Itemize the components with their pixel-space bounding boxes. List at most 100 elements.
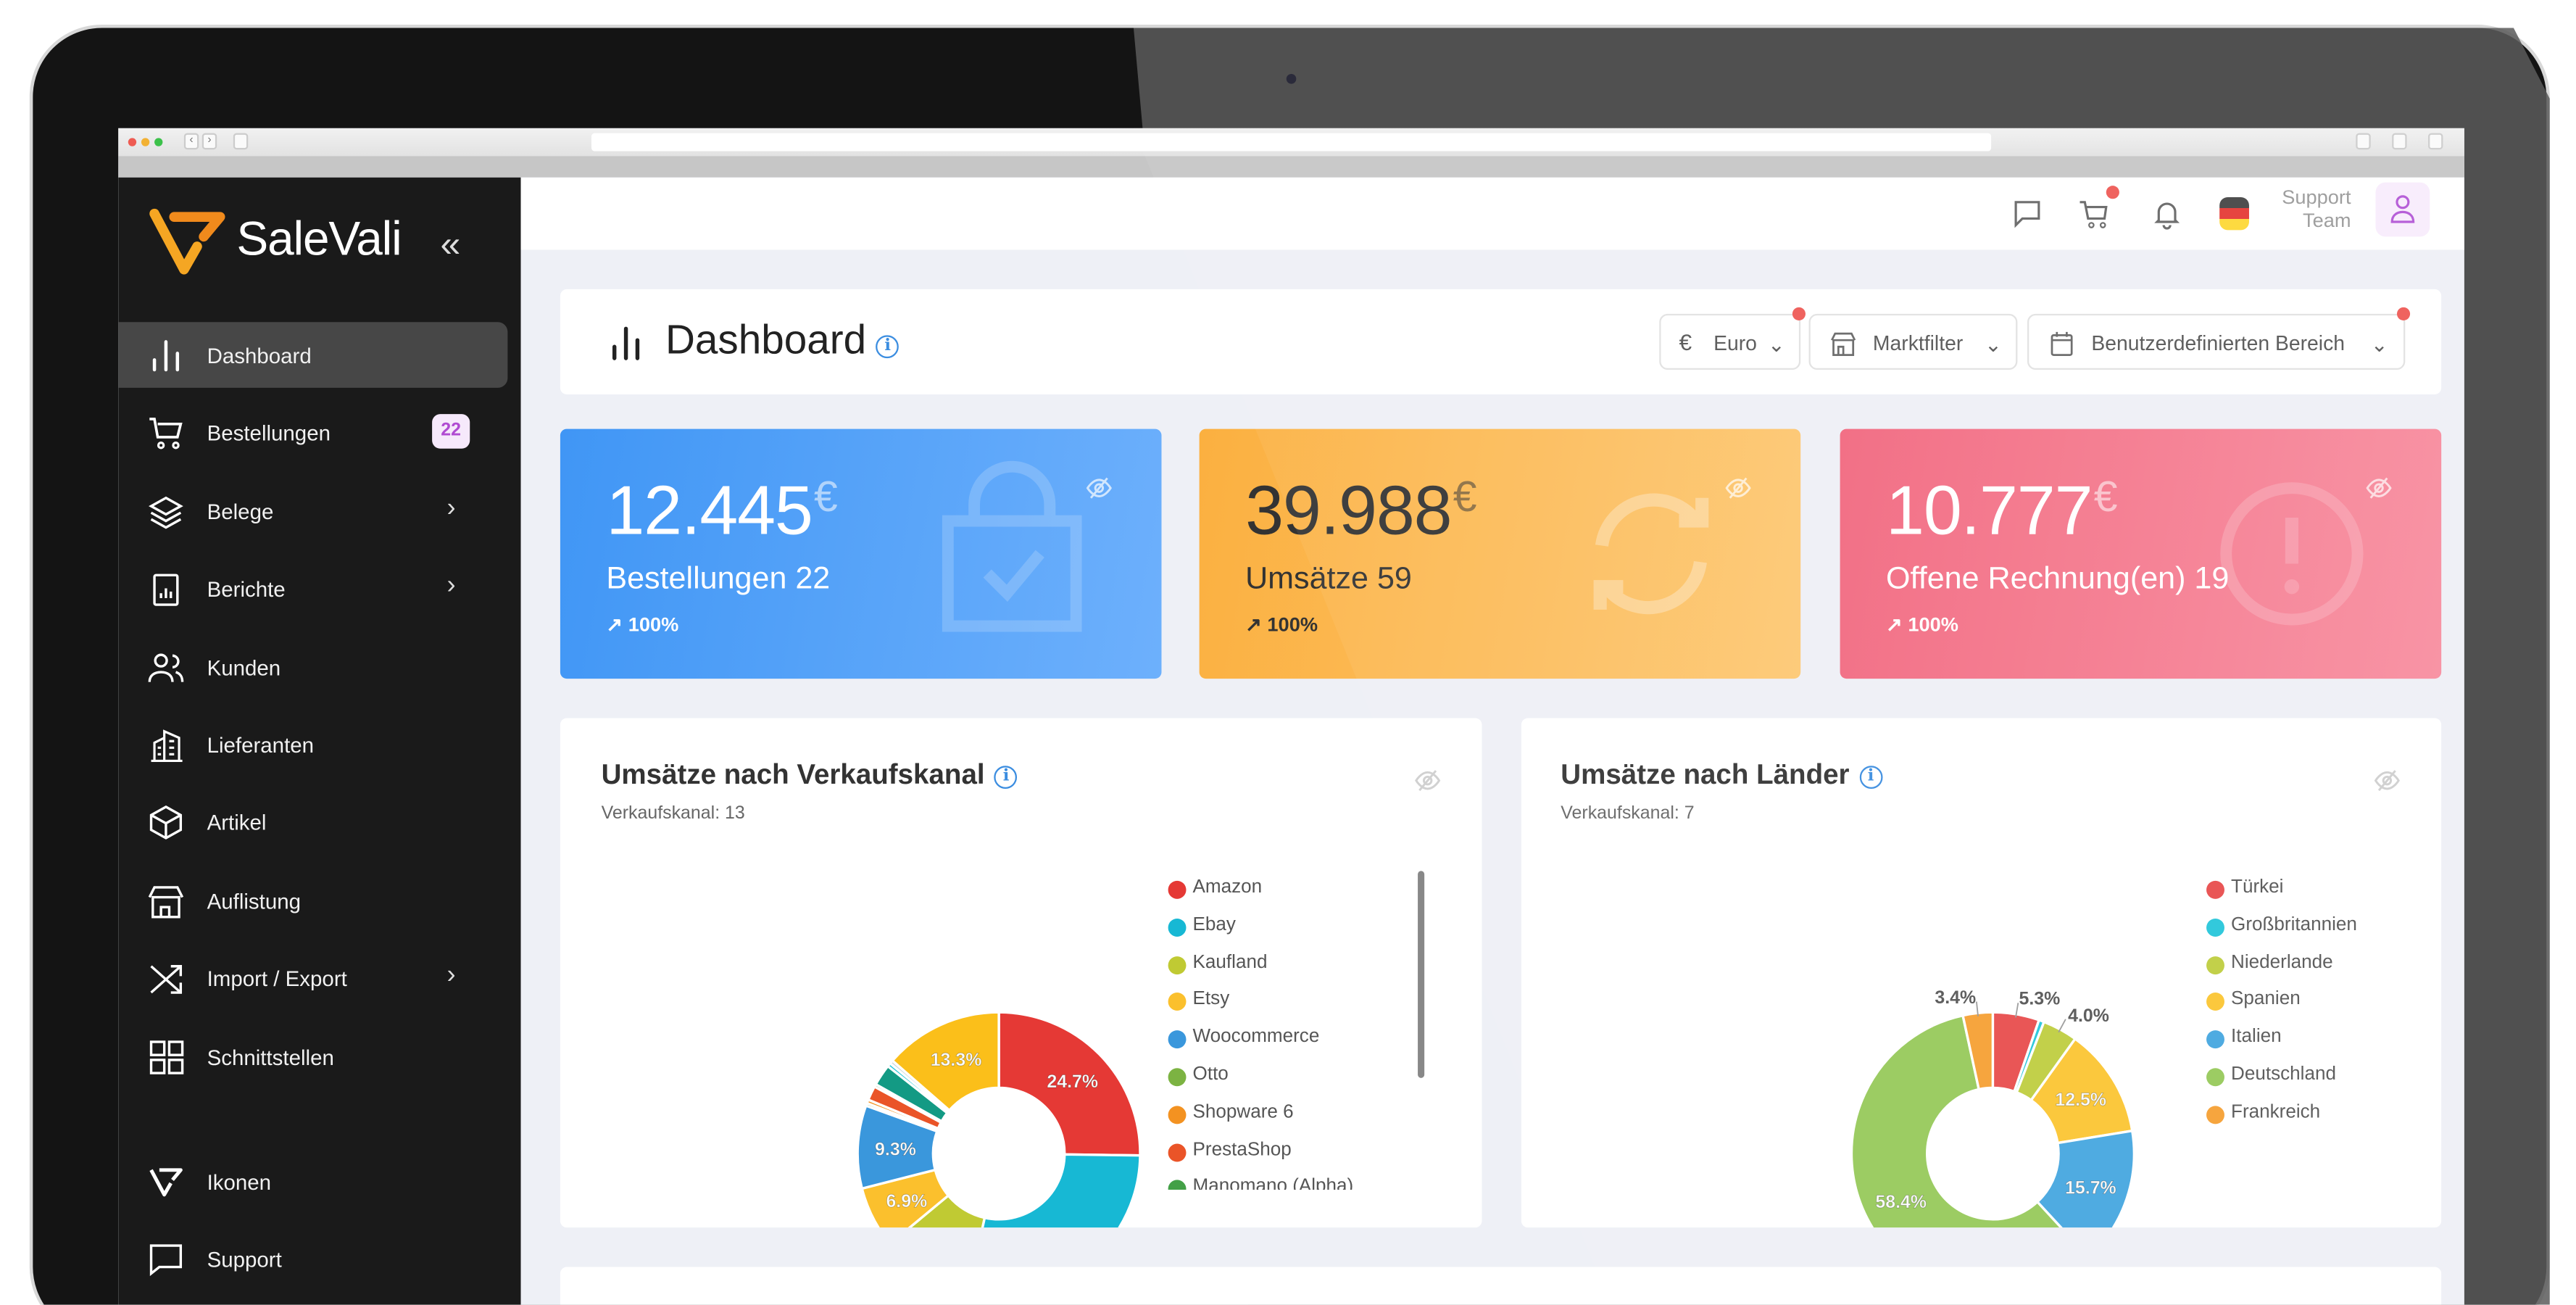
legend-item[interactable]: Italien bbox=[2206, 1027, 2436, 1053]
eye-off-icon[interactable] bbox=[1725, 475, 1751, 501]
browser-tabbar bbox=[118, 156, 2464, 178]
minimize-window-button[interactable] bbox=[141, 138, 150, 146]
legend-item[interactable]: Amazon bbox=[1168, 877, 1398, 903]
box-icon bbox=[149, 805, 183, 840]
slice-label: 6.9% bbox=[886, 1191, 927, 1211]
info-icon[interactable]: i bbox=[876, 335, 899, 359]
legend-item[interactable]: Manomano (Alpha) bbox=[1168, 1177, 1398, 1190]
legend-swatch bbox=[1168, 1068, 1187, 1087]
legend-item[interactable]: Shopware 6 bbox=[1168, 1102, 1398, 1128]
kpi-card-open-invoices[interactable]: 10.777€ Offene Rechnung(en) 19 ↗ 100% bbox=[1840, 428, 2442, 679]
legend-label: Etsy bbox=[1192, 990, 1230, 1010]
sidebar-item-auflistung[interactable]: Auflistung bbox=[118, 868, 507, 934]
close-window-button[interactable] bbox=[128, 138, 137, 146]
user-name-line2: Team bbox=[2302, 208, 2351, 232]
legend-item[interactable]: Türkei bbox=[2206, 877, 2436, 903]
sidebar-item-dashboard[interactable]: Dashboard bbox=[118, 322, 508, 388]
maximize-window-button[interactable] bbox=[154, 138, 163, 146]
legend-item[interactable]: Kaufland bbox=[1168, 953, 1398, 979]
legend-item[interactable]: Deutschland bbox=[2206, 1065, 2436, 1091]
slice-other-12[interactable] bbox=[890, 1011, 1000, 1112]
sidebar-item-bestellungen[interactable]: Bestellungen 22 bbox=[118, 399, 507, 465]
donut-chart-sales-channel: 24.7%27.7%10.3%6.9%9.3%13.3% bbox=[856, 1011, 1142, 1228]
slice-spanien[interactable] bbox=[2029, 1037, 2134, 1145]
cart-icon bbox=[149, 418, 183, 450]
address-bar[interactable] bbox=[591, 133, 1992, 152]
legend-item[interactable]: Ebay bbox=[1168, 915, 1398, 941]
eye-off-icon[interactable] bbox=[2366, 475, 2392, 501]
chart-subtitle: Verkaufskanal: 7 bbox=[1561, 803, 1695, 824]
legend: Amazon Ebay Kaufland Etsy Woocommerce Otto Sho… bbox=[1168, 877, 1415, 1190]
chevron-right-icon: › bbox=[446, 961, 456, 990]
flag-de-icon[interactable] bbox=[2219, 196, 2249, 231]
sidebar-item-artikel[interactable]: Artikel bbox=[118, 789, 507, 855]
back-button[interactable]: ‹ bbox=[183, 133, 199, 150]
legend-scrollbar[interactable] bbox=[1418, 871, 1425, 1078]
sidebar-item-berichte[interactable]: Berichte › bbox=[118, 555, 507, 621]
eye-off-icon[interactable] bbox=[2374, 768, 2400, 794]
legend-item[interactable]: Etsy bbox=[1168, 990, 1398, 1016]
legend-item[interactable]: Otto bbox=[1168, 1065, 1398, 1091]
tabs-icon[interactable] bbox=[2392, 133, 2407, 150]
legend-label: Spanien bbox=[2231, 990, 2301, 1010]
users-icon bbox=[148, 653, 184, 682]
legend-item[interactable]: PrestaShop bbox=[1168, 1140, 1398, 1166]
slice-kaufland[interactable] bbox=[890, 1193, 986, 1228]
legend-swatch bbox=[1168, 918, 1187, 937]
page-title-text: Dashboard bbox=[665, 317, 867, 363]
user-name[interactable]: Support Team bbox=[2266, 186, 2351, 231]
sidebar-item-label: Ikonen bbox=[207, 1169, 272, 1195]
legend-label: PrestaShop bbox=[1192, 1140, 1292, 1160]
cart-icon[interactable] bbox=[2078, 197, 2111, 230]
sidebar-item-schnittstellen[interactable]: Schnittstellen bbox=[118, 1024, 507, 1090]
legend-item[interactable]: Woocommerce bbox=[1168, 1027, 1398, 1053]
avatar[interactable] bbox=[2375, 182, 2430, 237]
info-icon[interactable]: i bbox=[1859, 766, 1882, 789]
kpi-value: 10.777€ bbox=[1886, 472, 2117, 551]
legend-swatch bbox=[2206, 1030, 2224, 1049]
legend-swatch bbox=[1168, 1180, 1187, 1190]
sidebar-item-support[interactable]: Support bbox=[118, 1226, 507, 1292]
currency-filter[interactable]: € Euro ⌄ bbox=[1659, 313, 1801, 370]
kpi-card-orders[interactable]: 12.445€ Bestellungen 22 ↗ 100% bbox=[560, 428, 1162, 679]
forward-button[interactable]: › bbox=[201, 133, 217, 150]
sidebar-item-label: Schnittstellen bbox=[207, 1045, 334, 1070]
slice-amazon[interactable] bbox=[997, 1011, 1142, 1157]
topbar: Support Team bbox=[520, 177, 2464, 250]
trend-up-icon: ↗ bbox=[606, 613, 628, 637]
eye-off-icon[interactable] bbox=[1086, 475, 1112, 501]
slice-ebay[interactable] bbox=[968, 1153, 1142, 1228]
sidebar-item-ikonen[interactable]: Ikonen bbox=[118, 1148, 507, 1214]
info-icon[interactable]: i bbox=[994, 766, 1018, 789]
date-range-filter[interactable]: Benutzerdefinierten Bereich ⌄ bbox=[2027, 313, 2406, 370]
legend-label: Frankreich bbox=[2231, 1102, 2321, 1122]
kpi-card-revenue[interactable]: 39.988€ Umsätze 59 ↗ 100% bbox=[1199, 428, 1801, 679]
legend-item[interactable]: Frankreich bbox=[2206, 1102, 2436, 1128]
sidebar-item-kunden[interactable]: Kunden bbox=[118, 634, 507, 700]
bell-icon[interactable] bbox=[2151, 197, 2183, 230]
legend-label: Ebay bbox=[1192, 915, 1236, 935]
slice-italien[interactable] bbox=[2035, 1129, 2135, 1228]
slice-frankreich[interactable] bbox=[1961, 1011, 1995, 1091]
sidebar-item-label: Dashboard bbox=[207, 343, 312, 368]
salevali-logo-icon bbox=[149, 208, 225, 275]
sidebar-item-import-export[interactable]: Import / Export › bbox=[118, 945, 507, 1011]
legend-swatch bbox=[2206, 880, 2224, 899]
browser-toolbar: ‹ › bbox=[118, 128, 2464, 157]
slice-deutschland[interactable] bbox=[1850, 1014, 2088, 1228]
download-icon[interactable] bbox=[2428, 133, 2443, 150]
legend-item[interactable]: Niederlande bbox=[2206, 953, 2436, 979]
legend-item[interactable]: Großbritannien bbox=[2206, 915, 2436, 941]
chat-icon[interactable] bbox=[2011, 197, 2043, 230]
legend-item[interactable]: Spanien bbox=[2206, 990, 2436, 1016]
eye-off-icon[interactable] bbox=[1415, 768, 1441, 794]
sidebar-item-belege[interactable]: Belege › bbox=[118, 478, 507, 544]
market-filter[interactable]: Marktfilter ⌄ bbox=[1808, 313, 2018, 370]
kpi-label: Umsätze 59 bbox=[1245, 562, 1412, 597]
collapse-sidebar-button[interactable]: « bbox=[440, 223, 461, 265]
legend-swatch bbox=[1168, 1143, 1187, 1161]
sidebar-item-lieferanten[interactable]: Lieferanten bbox=[118, 711, 507, 777]
chart-title-text: Umsätze nach Verkaufskanal bbox=[601, 759, 985, 791]
share-icon[interactable] bbox=[2356, 133, 2371, 150]
sidebar-toggle-icon[interactable] bbox=[233, 133, 249, 150]
